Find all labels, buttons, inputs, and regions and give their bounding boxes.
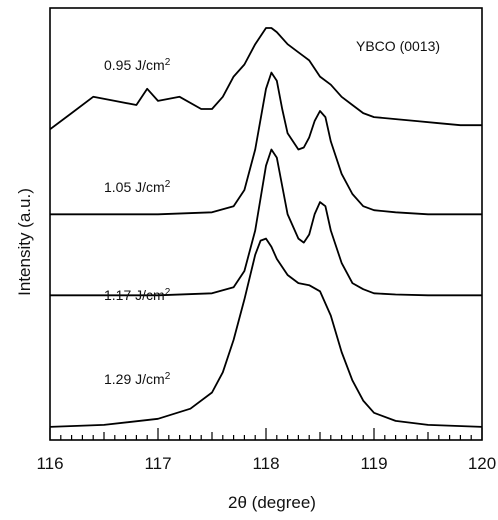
series-line-1 xyxy=(49,27,482,131)
series-labels: 0.95 J/cm2 1.05 J/cm2 1.17 J/cm2 1.29 J/cm2 xyxy=(104,57,171,387)
x-axis-ticks xyxy=(49,428,483,440)
x-axis-tick-labels: 116 117 118 119 120 xyxy=(36,454,496,473)
x-tick-label: 116 xyxy=(36,454,63,473)
x-tick-label: 118 xyxy=(252,454,279,473)
x-axis-title: 2θ (degree) xyxy=(228,493,316,512)
series-label-3: 1.17 J/cm2 xyxy=(104,287,171,303)
series-line-2 xyxy=(50,71,482,216)
series-lines xyxy=(49,27,483,428)
annotation-ybco: YBCO (0013) xyxy=(356,38,440,54)
x-tick-label: 117 xyxy=(144,454,171,473)
series-line-4 xyxy=(49,237,483,428)
series-label-2: 1.05 J/cm2 xyxy=(104,179,171,195)
series-label-1: 0.95 J/cm2 xyxy=(104,57,171,73)
x-tick-label: 119 xyxy=(360,454,387,473)
y-axis-title: Intensity (a.u.) xyxy=(15,188,34,296)
series-line-3 xyxy=(50,148,482,297)
x-tick-label: 120 xyxy=(468,454,496,473)
series-label-4: 1.29 J/cm2 xyxy=(104,371,171,387)
